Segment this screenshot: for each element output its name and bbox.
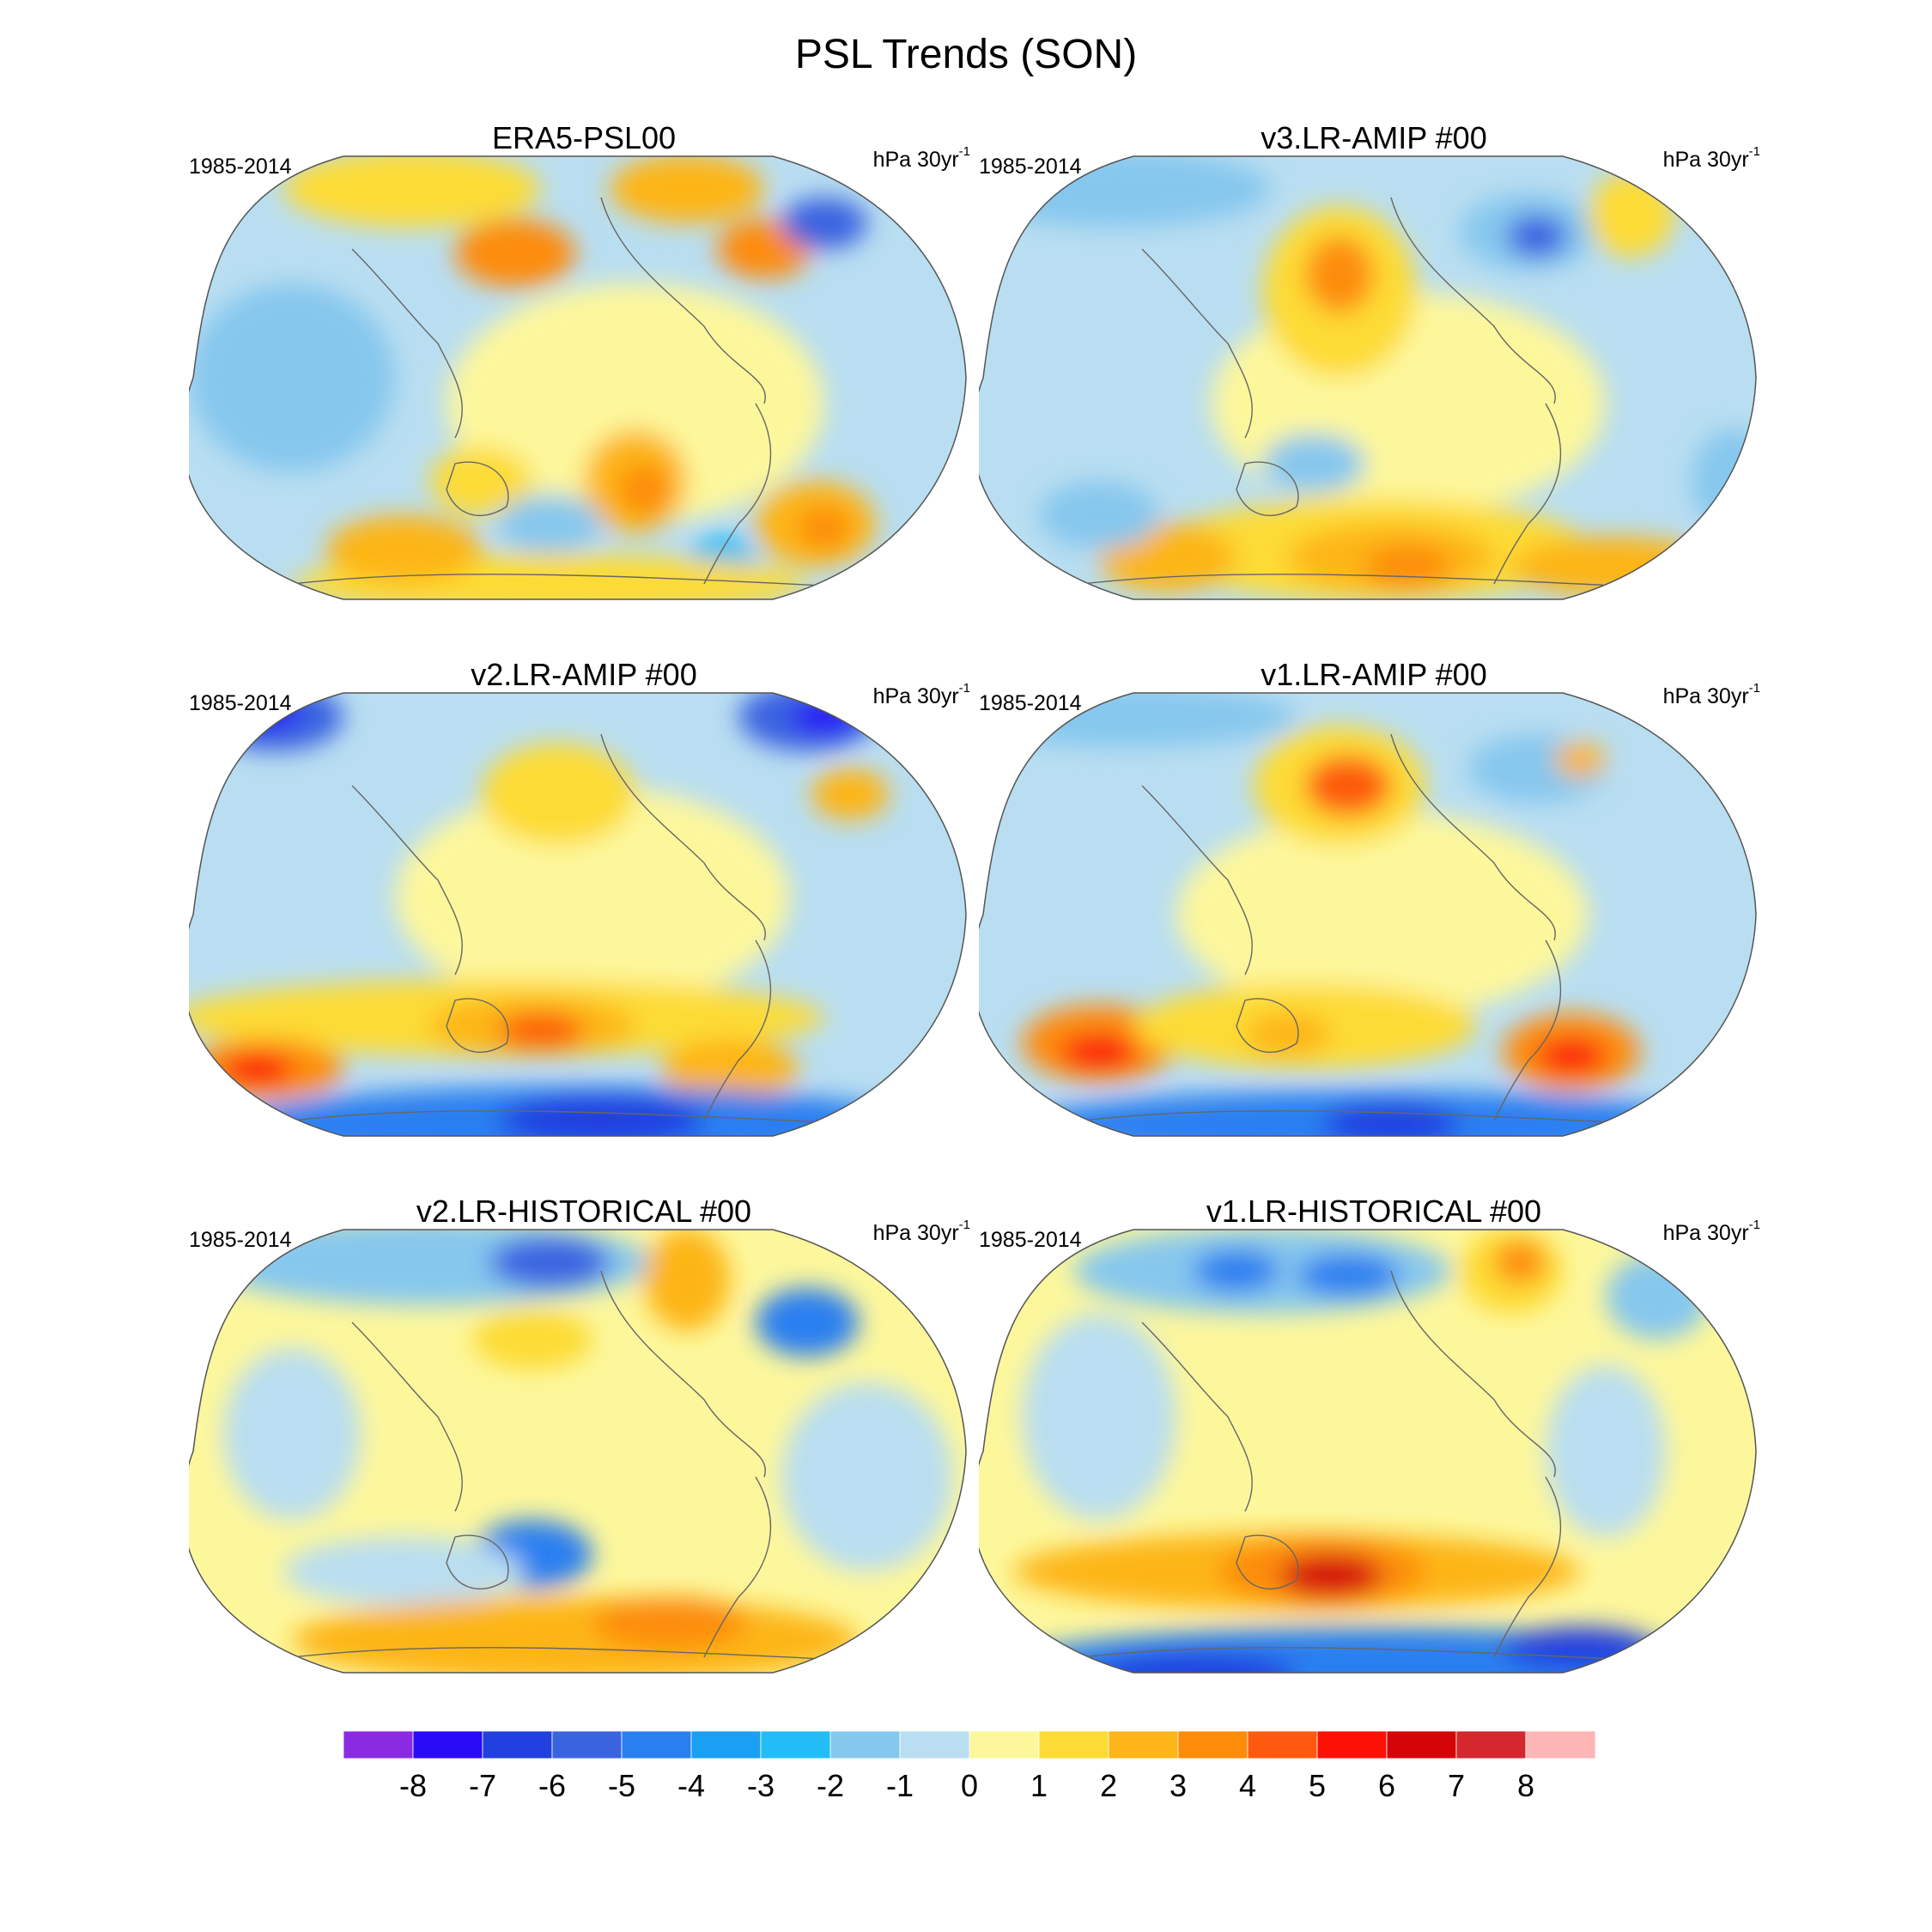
colorbar-tick-label: -5 — [608, 1768, 635, 1803]
panel-title: v3.LR-AMIP #00 — [1261, 120, 1487, 155]
colorbar-tick-label: 4 — [1239, 1768, 1256, 1803]
colorbar-swatch — [829, 1731, 901, 1759]
panel-title: ERA5-PSL00 — [491, 120, 677, 155]
map-panel-v1-historical: v1.LR-HISTORICAL #00 1985-2014 hPa 30yr-… — [979, 1194, 1769, 1709]
panel-period: 1985-2014 — [979, 155, 1082, 179]
colorbar-tick-label: 3 — [1170, 1768, 1187, 1803]
colorbar-tick-label: -8 — [399, 1768, 427, 1803]
colorbar-tick-label: 1 — [1030, 1768, 1048, 1803]
colorbar-swatch — [1316, 1731, 1388, 1759]
map-panel-v2-amip: v2.LR-AMIP #00 1985-2014 hPa 30yr-1 — [189, 657, 979, 1172]
colorbar-swatch — [1525, 1731, 1596, 1759]
panel-units: hPa 30yr-1 — [872, 1218, 970, 1245]
map-panel-v3-amip: v3.LR-AMIP #00 1985-2014 hPa 30yr-1 — [979, 120, 1769, 635]
colorbar-swatch — [899, 1731, 970, 1759]
map-panel-v1-amip: v1.LR-AMIP #00 1985-2014 hPa 30yr-1 — [979, 657, 1769, 1172]
colorbar-swatch — [551, 1731, 623, 1759]
colorbar-tick-label: -1 — [886, 1768, 914, 1803]
colorbar-tick-label: -3 — [747, 1768, 775, 1803]
colorbar-tick-label: -2 — [817, 1768, 844, 1803]
panel-units: hPa 30yr-1 — [872, 144, 970, 172]
colorbar-tick-label: -7 — [469, 1768, 496, 1803]
panel-title: v2.LR-HISTORICAL #00 — [416, 1194, 752, 1229]
colorbar-tick-label: -6 — [538, 1768, 566, 1803]
panel-period: 1985-2014 — [979, 691, 1082, 715]
colorbar-swatch — [1247, 1731, 1318, 1759]
panel-title: v2.LR-AMIP #00 — [471, 657, 697, 692]
colorbar-tick-label: 2 — [1100, 1768, 1117, 1803]
map-v1-amip — [979, 692, 1757, 1137]
colorbar-swatch — [482, 1731, 553, 1759]
map-v2-amip — [189, 692, 967, 1137]
colorbar-swatch — [1386, 1731, 1457, 1759]
map-v1-historical — [979, 1229, 1757, 1674]
panel-units: hPa 30yr-1 — [1662, 144, 1760, 172]
page-title: PSL Trends (SON) — [794, 32, 1138, 77]
colorbar-tick-label: 6 — [1378, 1768, 1395, 1803]
colorbar-tick-label: 0 — [961, 1768, 978, 1803]
panel-title: v1.LR-HISTORICAL #00 — [1206, 1194, 1542, 1229]
colorbar-swatch — [969, 1731, 1040, 1759]
panel-period: 1985-2014 — [189, 155, 292, 179]
panel-period: 1985-2014 — [979, 1228, 1082, 1252]
colorbar-swatch — [1108, 1731, 1179, 1759]
panel-units: hPa 30yr-1 — [1662, 681, 1760, 708]
colorbar-swatch — [690, 1731, 762, 1759]
map-panel-v2-historical: v2.LR-HISTORICAL #00 1985-2014 hPa 30yr-… — [189, 1194, 979, 1709]
colorbar-tick-label: -4 — [677, 1768, 705, 1803]
colorbar-swatch — [1177, 1731, 1249, 1759]
colorbar-swatch — [760, 1731, 831, 1759]
colorbar-tick-label: 7 — [1448, 1768, 1465, 1803]
colorbar-swatch — [1455, 1731, 1527, 1759]
map-era5 — [189, 155, 967, 600]
colorbar-swatch — [412, 1731, 483, 1759]
colorbar-tick-label: 5 — [1309, 1768, 1326, 1803]
colorbar-swatch — [621, 1731, 692, 1759]
colorbar-swatch — [1038, 1731, 1109, 1759]
panel-units: hPa 30yr-1 — [872, 681, 970, 708]
map-panel-era5: ERA5-PSL00 1985-2014 hPa 30yr-1 — [189, 120, 979, 635]
map-v3-amip — [979, 155, 1757, 600]
panel-period: 1985-2014 — [189, 1228, 292, 1252]
panel-title: v1.LR-AMIP #00 — [1261, 657, 1487, 692]
colorbar: -8 -7 -6 -5 -4 -3 -2 -1 0 1 2 3 4 5 6 7 8 — [343, 1731, 1596, 1803]
colorbar-swatch — [343, 1731, 414, 1759]
map-v2-historical — [189, 1229, 967, 1674]
colorbar-tick-label: 8 — [1517, 1768, 1534, 1803]
panel-period: 1985-2014 — [189, 691, 292, 715]
panel-units: hPa 30yr-1 — [1662, 1218, 1760, 1245]
